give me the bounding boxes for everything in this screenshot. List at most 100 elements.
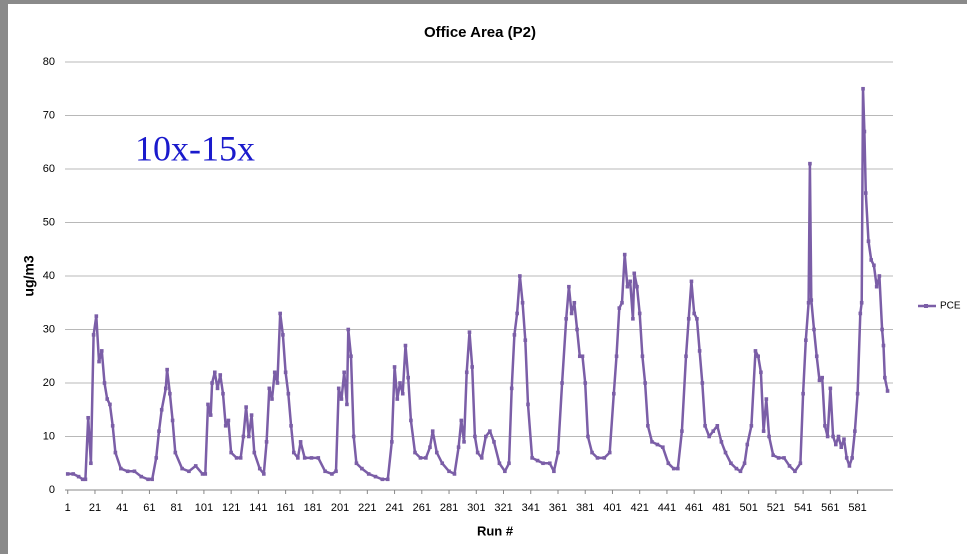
data-point: [373, 474, 378, 479]
data-point: [488, 429, 492, 433]
data-point: [719, 440, 724, 444]
data-point: [676, 466, 680, 471]
data-point: [380, 477, 385, 482]
data-point: [154, 456, 159, 460]
data-point: [349, 354, 353, 359]
data-point: [711, 429, 716, 433]
data-point: [703, 424, 707, 428]
x-tick-label: 41: [116, 502, 128, 514]
data-point: [872, 263, 876, 268]
data-point: [119, 466, 123, 471]
data-point: [749, 424, 754, 428]
data-point: [632, 271, 637, 276]
data-point: [806, 300, 811, 305]
data-point: [695, 317, 699, 321]
data-point: [398, 381, 402, 385]
data-point: [798, 461, 803, 466]
x-tick-label: 221: [358, 502, 376, 514]
data-point: [761, 429, 766, 433]
data-point: [409, 418, 413, 423]
data-point: [302, 456, 307, 460]
x-tick-label: 81: [171, 502, 183, 514]
data-point: [834, 442, 838, 447]
data-point: [863, 191, 868, 195]
data-point: [428, 445, 432, 449]
y-tick-label: 50: [43, 216, 55, 228]
x-tick-label: 141: [249, 502, 267, 514]
data-point: [671, 466, 676, 471]
data-point: [548, 461, 552, 466]
data-point: [646, 424, 650, 428]
data-point: [163, 386, 168, 391]
data-point: [264, 440, 269, 444]
x-tick-label: 101: [195, 502, 213, 514]
x-tick-label: 181: [304, 502, 322, 514]
data-point: [462, 440, 466, 444]
data-point: [661, 445, 665, 449]
data-point: [729, 461, 733, 466]
data-point: [745, 442, 750, 447]
data-point: [631, 317, 635, 321]
x-tick-label: 441: [658, 502, 676, 514]
y-tick-label: 10: [43, 430, 55, 442]
data-point: [577, 354, 582, 359]
data-point: [406, 375, 410, 380]
data-point: [844, 456, 849, 460]
x-tick-label: 261: [413, 502, 431, 514]
data-point: [252, 450, 257, 455]
data-point: [552, 469, 556, 474]
data-point: [625, 284, 630, 289]
data-point: [203, 472, 208, 476]
data-point: [286, 391, 291, 396]
data-point: [139, 474, 144, 479]
data-point: [150, 477, 154, 482]
data-point: [65, 472, 70, 476]
x-tick-label: 461: [685, 502, 703, 514]
data-point: [809, 298, 814, 302]
chart-background: [8, 4, 967, 554]
data-point: [99, 349, 104, 353]
data-point: [187, 469, 191, 474]
data-point: [403, 343, 408, 348]
data-point: [113, 450, 118, 455]
data-point: [413, 450, 417, 455]
y-tick-label: 0: [49, 484, 55, 496]
data-point: [804, 338, 808, 342]
data-point: [520, 300, 525, 305]
data-point: [572, 300, 577, 305]
data-point: [820, 375, 824, 380]
data-point: [354, 461, 359, 466]
data-point: [530, 456, 534, 460]
data-point: [715, 424, 720, 428]
data-point: [351, 434, 356, 439]
data-point: [707, 434, 711, 439]
data-point: [869, 258, 874, 262]
data-point: [614, 354, 619, 359]
data-point: [400, 391, 405, 396]
data-point: [467, 330, 472, 334]
data-point: [334, 469, 338, 474]
data-point: [360, 466, 364, 471]
data-point: [612, 391, 616, 396]
y-axis-label: ug/m3: [21, 255, 37, 296]
chart-title: Office Area (P2): [424, 24, 536, 41]
data-point: [885, 389, 890, 393]
data-point: [440, 461, 445, 466]
data-point: [346, 327, 351, 332]
data-point: [523, 338, 528, 342]
data-point: [759, 370, 763, 375]
data-point: [215, 386, 220, 391]
data-point: [686, 317, 691, 321]
data-point: [515, 311, 519, 316]
data-point: [125, 469, 130, 474]
data-point: [229, 450, 233, 455]
data-point: [76, 474, 81, 479]
data-point: [640, 354, 645, 359]
data-point: [771, 453, 775, 458]
x-tick-label: 121: [222, 502, 240, 514]
data-point: [812, 327, 816, 332]
data-point: [861, 86, 865, 91]
data-point: [464, 370, 469, 375]
data-point: [503, 469, 507, 474]
data-point: [218, 373, 223, 377]
